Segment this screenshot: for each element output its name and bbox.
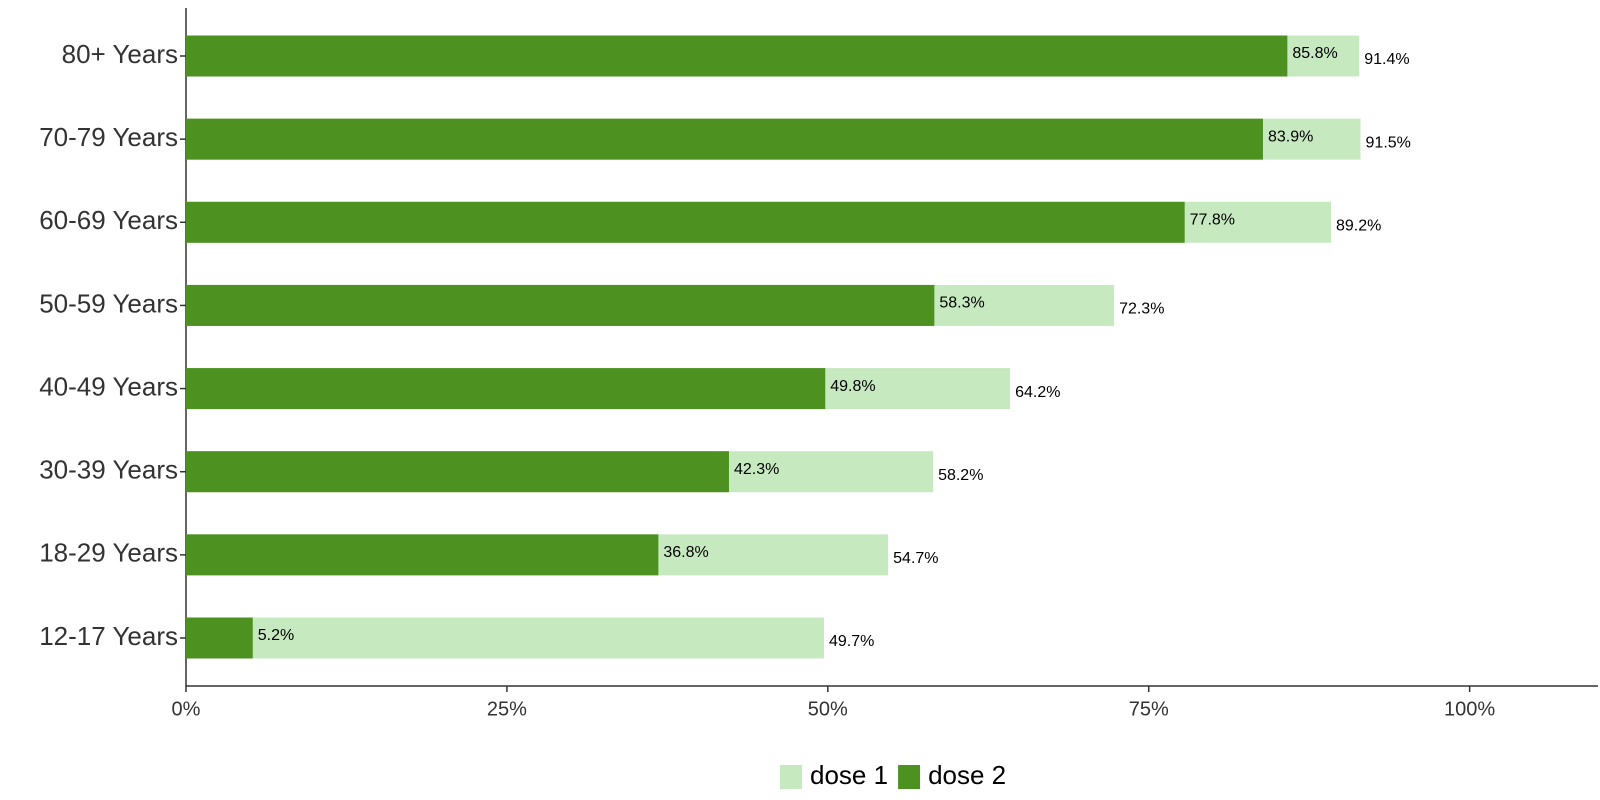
- bar: [186, 368, 826, 410]
- x-tick-label: 0%: [172, 698, 201, 720]
- x-tick-label: 25%: [487, 698, 527, 720]
- data-label: 91.5%: [1366, 134, 1411, 151]
- bar: [186, 284, 935, 326]
- y-tick-label: 30-39 Years: [39, 455, 178, 485]
- legend-swatch: [898, 765, 921, 789]
- bar: [186, 35, 1288, 77]
- data-label: 72.3%: [1119, 301, 1164, 318]
- y-tick-label: 50-59 Years: [39, 288, 178, 318]
- bar: [186, 617, 253, 659]
- data-label: 42.3%: [734, 461, 779, 478]
- y-tick-label: 12-17 Years: [39, 621, 178, 651]
- data-label: 54.7%: [893, 550, 938, 567]
- bar: [186, 451, 729, 493]
- y-tick-label: 80+ Years: [62, 39, 178, 69]
- data-label: 91.4%: [1364, 51, 1409, 68]
- bar: [186, 534, 659, 576]
- x-tick-label: 50%: [808, 698, 848, 720]
- data-label: 49.8%: [830, 378, 875, 395]
- y-tick-label: 70-79 Years: [39, 122, 178, 152]
- x-tick-label: 75%: [1129, 698, 1169, 720]
- data-label: 36.8%: [663, 544, 708, 561]
- bar: [186, 201, 1185, 243]
- bar: [186, 617, 824, 659]
- data-label: 49.7%: [829, 633, 874, 650]
- data-label: 77.8%: [1190, 212, 1235, 229]
- data-label: 58.2%: [938, 467, 983, 484]
- y-tick-label: 60-69 Years: [39, 205, 178, 235]
- x-tick-label: 100%: [1444, 698, 1495, 720]
- data-label: 83.9%: [1268, 128, 1313, 145]
- legend-label: dose 2: [928, 760, 1006, 790]
- data-label: 64.2%: [1015, 384, 1060, 401]
- data-label: 5.2%: [258, 627, 294, 644]
- y-tick-label: 40-49 Years: [39, 371, 178, 401]
- data-label: 89.2%: [1336, 218, 1381, 235]
- legend-label: dose 1: [810, 760, 888, 790]
- y-tick-label: 18-29 Years: [39, 538, 178, 568]
- data-label: 85.8%: [1292, 45, 1337, 62]
- bar: [186, 118, 1263, 160]
- data-label: 58.3%: [939, 295, 984, 312]
- legend-swatch: [780, 765, 802, 789]
